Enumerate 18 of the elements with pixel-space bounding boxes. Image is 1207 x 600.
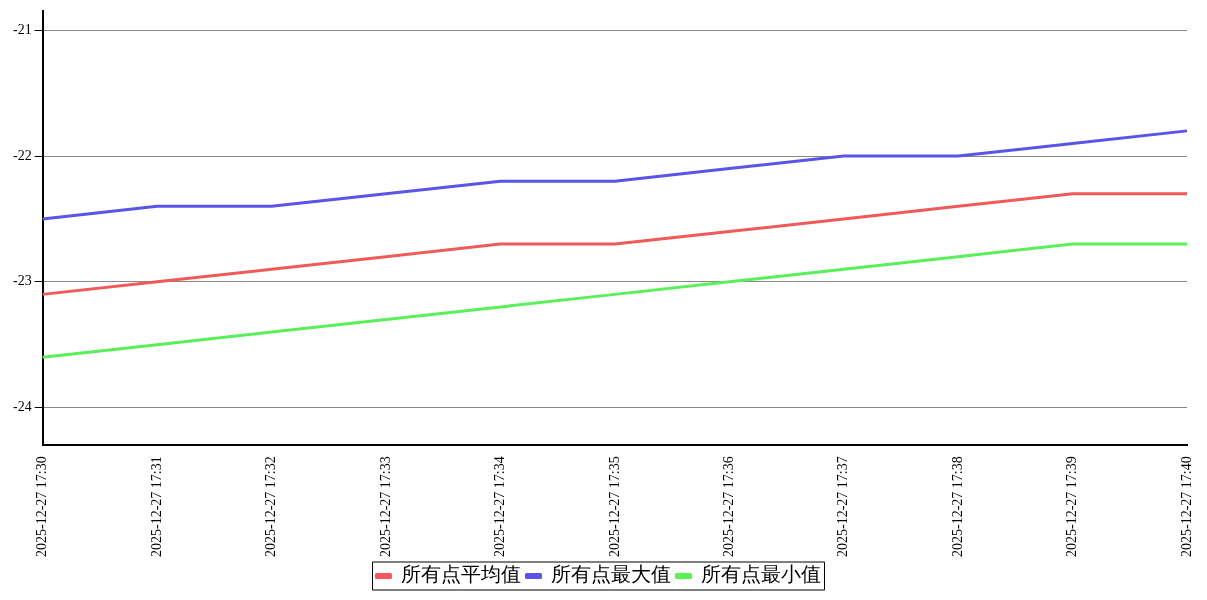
x-tick-label: 2025-12-27 17:32 [263,456,279,557]
x-tick-label: 2025-12-27 17:30 [34,456,50,557]
y-tick-label: -21 [12,21,32,37]
y-tick-label: -22 [12,147,32,163]
y-tick-label: -24 [12,399,32,415]
legend-label: 所有点最小值 [700,563,821,586]
legend-label: 所有点最大值 [550,563,671,586]
x-tick-label: 2025-12-27 17:37 [835,456,851,557]
x-tick-label: 2025-12-27 17:33 [377,456,393,557]
legend-label: 所有点平均值 [400,563,521,586]
x-tick-label: 2025-12-27 17:39 [1064,456,1080,557]
x-tick-label: 2025-12-27 17:36 [720,456,736,557]
x-tick-label: 2025-12-27 17:40 [1178,456,1194,557]
x-tick-label: 2025-12-27 17:31 [148,456,164,557]
x-tick-label: 2025-12-27 17:34 [492,456,508,557]
y-tick-label: -23 [12,273,32,289]
x-tick-label: 2025-12-27 17:35 [606,456,622,557]
x-tick-label: 2025-12-27 17:38 [949,456,965,557]
